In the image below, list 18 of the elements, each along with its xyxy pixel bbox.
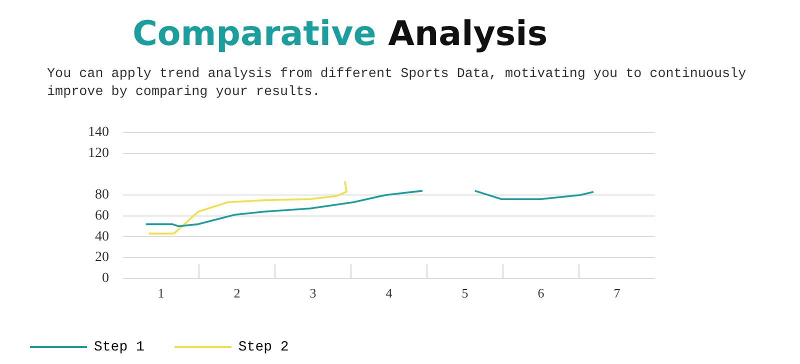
legend-label: Step 2	[238, 340, 289, 356]
chart-title: Comparative Analysis	[131, 14, 549, 54]
x-tick-label: 3	[310, 286, 316, 301]
y-tick-label: 120	[88, 146, 109, 161]
x-tick-label: 1	[158, 286, 164, 301]
y-tick-label: 0	[102, 271, 109, 286]
x-tick-label: 2	[234, 286, 240, 301]
y-tick-label: 60	[95, 208, 109, 224]
x-tick-label: 4	[386, 286, 393, 301]
y-tick-label: 80	[95, 188, 109, 203]
legend-label: Step 1	[94, 340, 144, 356]
y-tick-label: 40	[95, 229, 109, 244]
chart-subtitle: You can apply trend analysis from different Sports Data, motivating you to continuously improve by comparing your results.	[47, 66, 748, 102]
x-tick-label: 5	[462, 286, 468, 301]
y-tick-label: 140	[88, 125, 109, 140]
x-tick-label: 7	[614, 286, 621, 301]
y-tick-label: 20	[95, 250, 109, 266]
x-tick-label: 6	[538, 286, 545, 301]
